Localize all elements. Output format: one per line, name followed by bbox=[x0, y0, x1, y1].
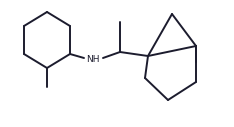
Text: NH: NH bbox=[86, 55, 100, 65]
